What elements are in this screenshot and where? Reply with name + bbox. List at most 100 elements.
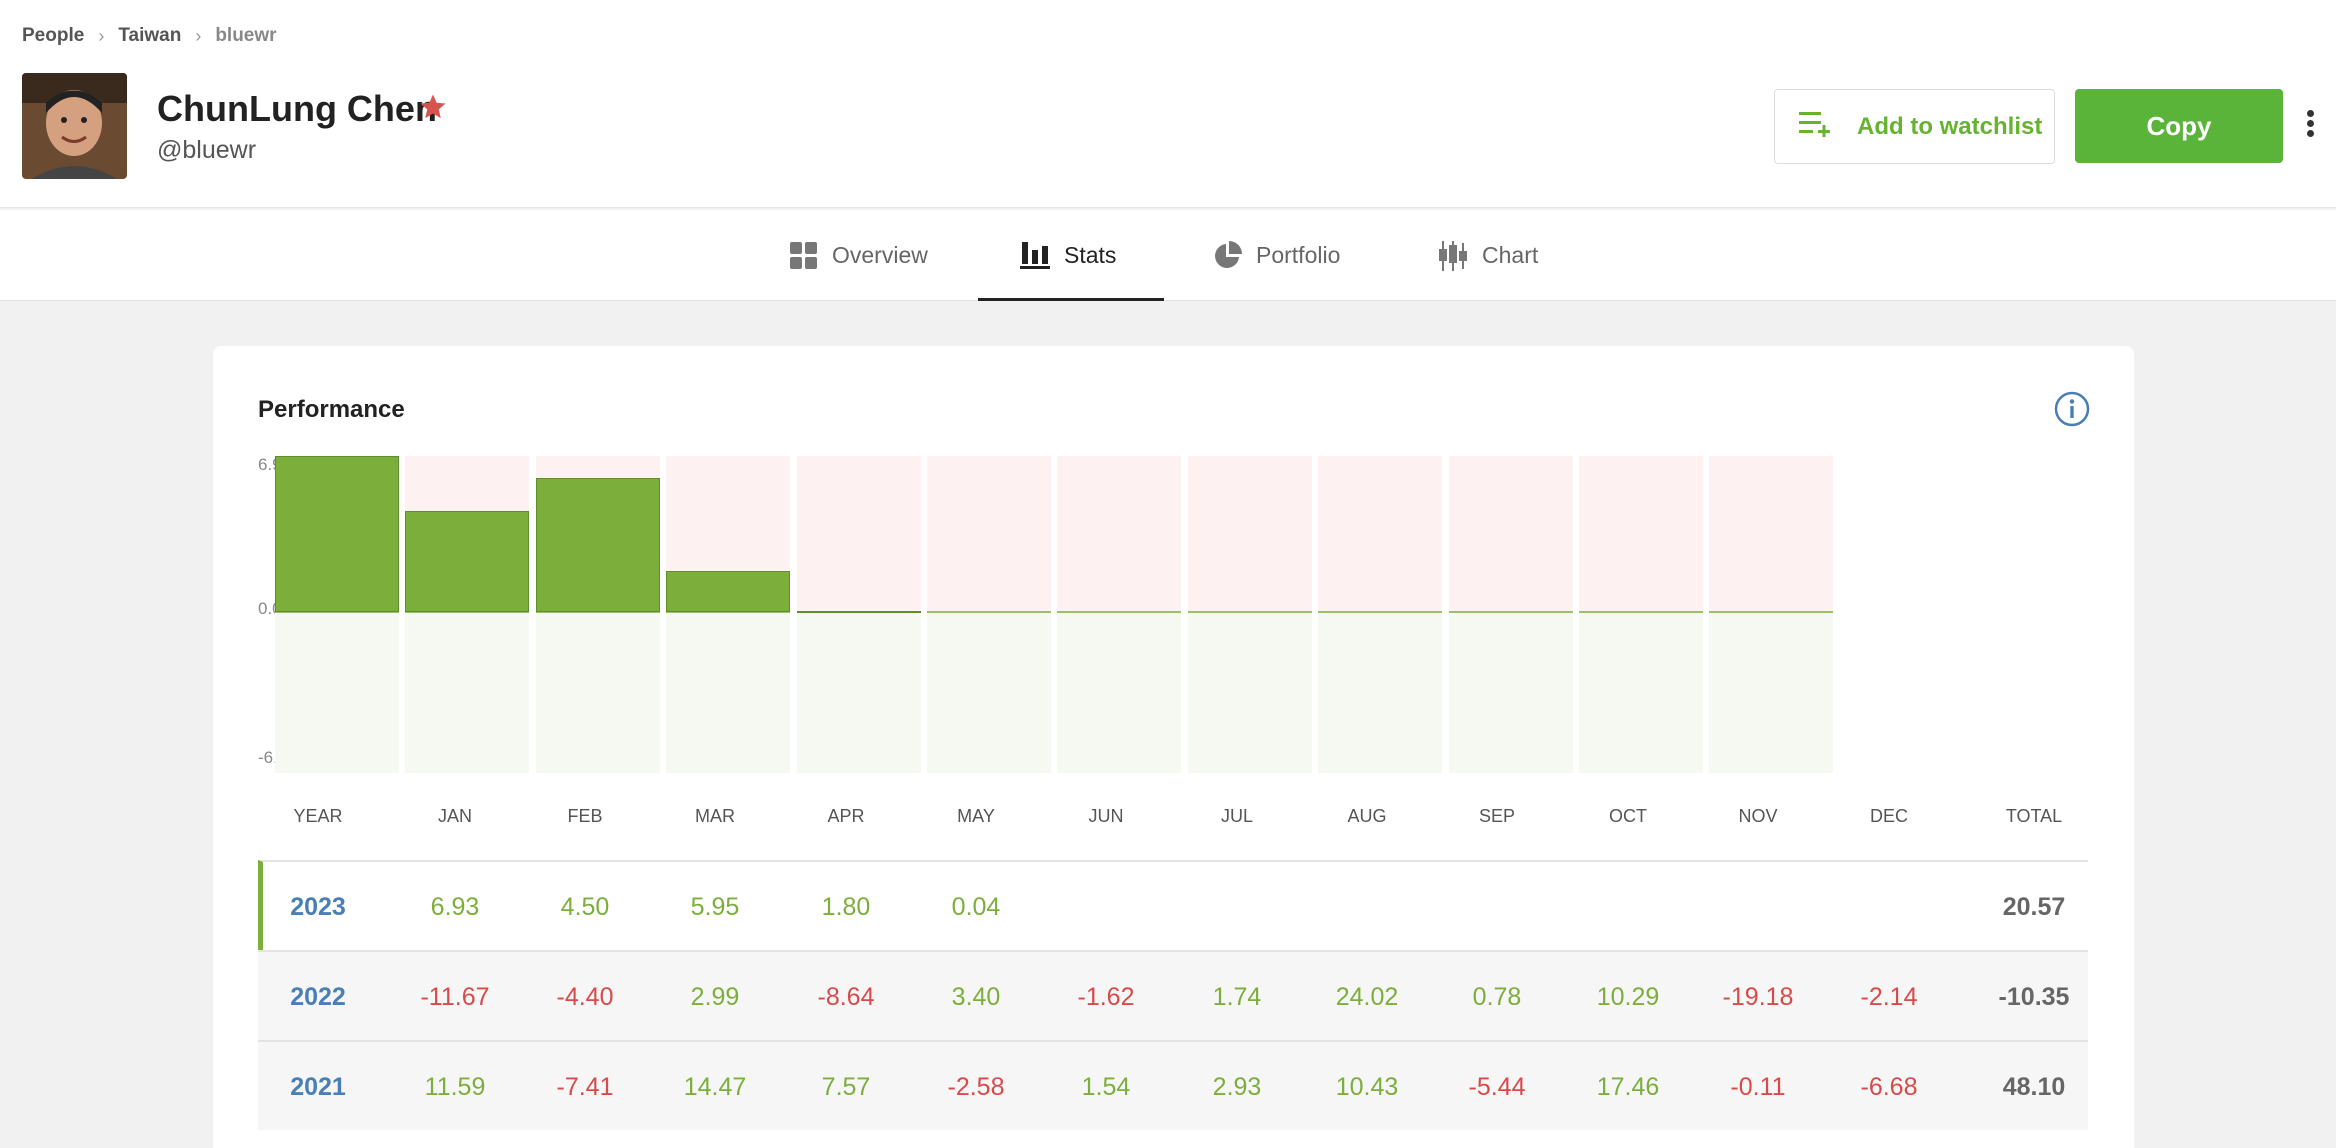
profile-name: ChunLung Chen (157, 88, 437, 129)
total-cell: 20.57 (2002, 893, 2066, 921)
chart-column-bg-positive (1188, 456, 1312, 612)
chart-column-bg-negative (1709, 612, 1833, 773)
total-cell: 48.10 (2002, 1073, 2066, 1101)
column-header-apr: APR (827, 806, 865, 826)
month-value-cell: -6.68 (1860, 1073, 1918, 1101)
tab-overview-label: Overview (832, 242, 928, 268)
month-value-cell: -2.58 (947, 1073, 1005, 1101)
total-cell: -10.35 (1998, 983, 2070, 1011)
chart-zero-line (1188, 611, 1312, 613)
table-row[interactable]: 2022 -11.67 -4.40 2.99 -8.64 3.40 -1.62 1.74 24.… (258, 950, 2088, 1040)
chart-column-bg-positive (927, 456, 1051, 612)
performance-title: Performance (258, 396, 405, 423)
column-header-year: YEAR (293, 806, 343, 826)
add-to-watchlist-button[interactable]: Add to watchlist (1774, 89, 2055, 164)
chart-bar-mar[interactable] (536, 478, 660, 612)
chart-zero-line (1709, 611, 1833, 613)
month-value-cell: -19.18 (1722, 983, 1794, 1011)
chart-column-bg-negative (666, 612, 790, 773)
month-value-cell: 2.93 (1212, 1073, 1262, 1101)
month-value-cell: 0.78 (1472, 983, 1522, 1011)
chart-bar-jan[interactable] (275, 456, 399, 612)
tab-portfolio[interactable]: Portfolio (1212, 210, 1340, 301)
month-value-cell: 24.02 (1335, 983, 1399, 1011)
month-value-cell: 2.99 (690, 983, 740, 1011)
year-cell[interactable]: 2022 (290, 983, 346, 1011)
month-value-cell: 1.80 (821, 893, 871, 921)
month-value-cell: -4.40 (556, 983, 614, 1011)
performance-card: Performance 6.930.00-6.93 YEARJANFEBMARA… (213, 346, 2134, 1148)
star-icon[interactable] (418, 92, 448, 127)
column-header-jun: JUN (1088, 806, 1124, 826)
chart-column-bg-negative (536, 612, 660, 773)
chart-column-bg-negative (275, 612, 399, 773)
chart-column-bg-negative (405, 612, 529, 773)
chevron-right-icon: › (195, 25, 202, 46)
month-value-cell: -7.41 (556, 1073, 614, 1101)
table-row[interactable]: 2021 11.59 -7.41 14.47 7.57 -2.58 1.54 2.93 10.4… (258, 1040, 2088, 1130)
month-value-cell: 11.59 (424, 1073, 486, 1101)
month-value-cell: 7.57 (821, 1073, 871, 1101)
month-value-cell: 1.54 (1081, 1073, 1131, 1101)
month-value-cell: 17.46 (1596, 1073, 1660, 1101)
grid-icon (790, 241, 818, 270)
chart-bar-may[interactable] (797, 611, 921, 613)
chart-zero-line (1318, 611, 1442, 613)
more-options-icon[interactable] (2303, 110, 2317, 140)
column-header-total: TOTAL (2005, 806, 2063, 826)
breadcrumb-user: bluewr (215, 25, 277, 46)
column-header-jul: JUL (1220, 806, 1254, 826)
chart-column-bg-positive (1709, 456, 1833, 612)
year-cell[interactable]: 2023 (290, 893, 346, 921)
chart-bar-feb[interactable] (405, 510, 529, 612)
column-header-mar: MAR (695, 806, 735, 826)
tab-chart-label: Chart (1482, 242, 1539, 268)
month-value-cell: 5.95 (690, 893, 740, 921)
month-header: YEAR JAN FEB MAR APR MAY JUN JUL AUG SEP OCT NOV DEC… (258, 806, 2088, 836)
chart-zero-line (536, 611, 660, 613)
chart-column-bg-negative (1449, 612, 1573, 773)
month-value-cell: -2.14 (1860, 983, 1918, 1011)
chart-bar-apr[interactable] (666, 571, 790, 612)
add-to-watchlist-label: Add to watchlist (1857, 112, 2043, 140)
list-add-icon (1799, 109, 1833, 144)
bar-chart-icon (1020, 241, 1050, 270)
performance-table: 2023 6.93 4.50 5.95 1.80 0.04 20.57 2022 -11.67 -… (258, 860, 2088, 1130)
year-cell[interactable]: 2021 (290, 1073, 346, 1101)
month-value-cell: 3.40 (951, 983, 1001, 1011)
chart-column-bg-negative (1057, 612, 1181, 773)
tab-stats[interactable]: Stats (977, 210, 1166, 301)
column-header-nov: NOV (1738, 806, 1778, 826)
info-icon[interactable] (2054, 391, 2090, 432)
month-value-cell: 10.29 (1596, 983, 1660, 1011)
chart-zero-line (1579, 611, 1703, 613)
column-header-oct: OCT (1609, 806, 1647, 826)
chart-column-bg-negative (1579, 612, 1703, 773)
column-header-dec: DEC (1869, 806, 1909, 826)
chart-column-bg-negative (927, 612, 1051, 773)
column-header-sep: SEP (1478, 806, 1516, 826)
month-value-cell: 10.43 (1335, 1073, 1399, 1101)
chart-column-bg-positive (797, 456, 921, 612)
chart-zero-line (666, 611, 790, 613)
chart-zero-line (405, 611, 529, 613)
profile-handle: @bluewr (157, 136, 257, 164)
breadcrumb-country[interactable]: Taiwan (118, 25, 182, 46)
candlestick-icon (1438, 240, 1468, 271)
tab-chart[interactable]: Chart (1438, 210, 1538, 301)
chart-zero-line (1449, 611, 1573, 613)
chart-column-bg-negative (1318, 612, 1442, 773)
chart-zero-line (1057, 611, 1181, 613)
month-value-cell: 4.50 (560, 893, 610, 921)
tab-portfolio-label: Portfolio (1256, 242, 1341, 268)
month-value-cell: -1.62 (1077, 983, 1135, 1011)
chart-column-bg-positive (1318, 456, 1442, 612)
chart-column-bg-positive (1579, 456, 1703, 612)
breadcrumb-people[interactable]: People (22, 25, 85, 46)
chart-column-bg-negative (1188, 612, 1312, 773)
copy-button[interactable]: Copy (2075, 89, 2283, 163)
month-value-cell: 1.74 (1212, 983, 1262, 1011)
table-row[interactable]: 2023 6.93 4.50 5.95 1.80 0.04 20.57 (258, 860, 2088, 950)
month-value-cell: -0.11 (1730, 1073, 1786, 1101)
tab-overview[interactable]: Overview (790, 210, 928, 301)
